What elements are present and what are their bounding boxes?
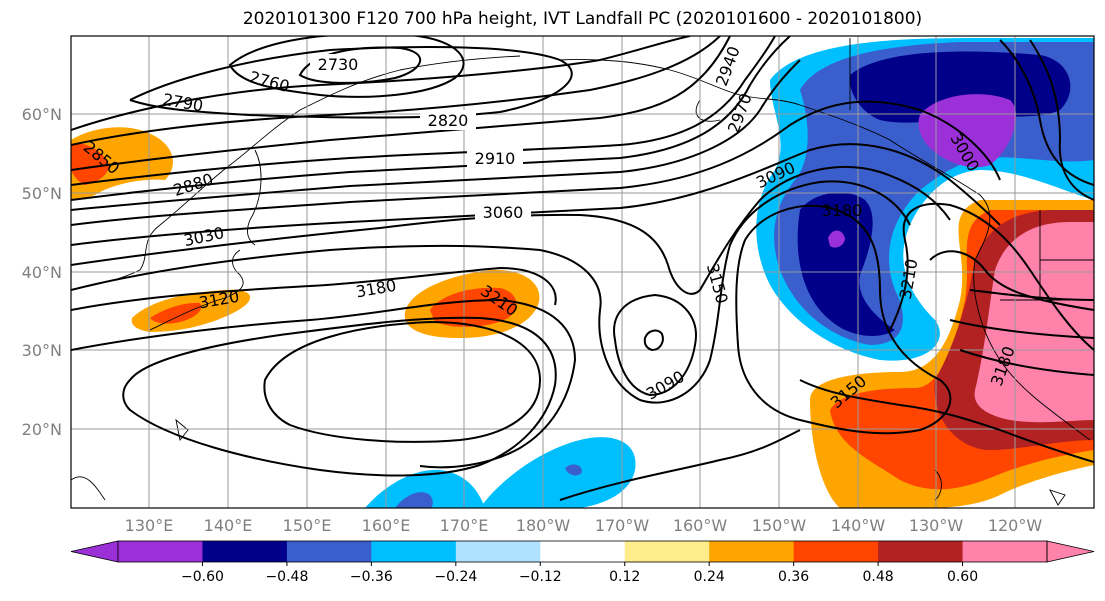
colorbar-segment (202, 541, 288, 562)
lon-tick-label: 130°W (909, 516, 964, 535)
contour-label: 2910 (475, 149, 516, 168)
shade-purple-ne (918, 94, 1017, 168)
lon-tick-label: 140°W (831, 516, 886, 535)
colorbar-tick-label: −0.60 (181, 569, 224, 585)
colorbar-tick-label: 0.24 (694, 569, 725, 585)
contour-3150 (71, 298, 577, 469)
colorbar-tick-label: −0.48 (265, 569, 308, 585)
map-area (71, 36, 1094, 508)
contour-3150-east (735, 204, 952, 435)
lat-tick-label: 50°N (22, 184, 62, 203)
contour-label: 3180 (822, 201, 863, 220)
lat-tick-label: 30°N (22, 341, 62, 360)
height-contours (71, 36, 1094, 501)
lon-tick-label: 160°W (673, 516, 728, 535)
contour-2820 (71, 36, 691, 131)
contour-2790 (129, 46, 573, 119)
colorbar-segment (286, 541, 372, 562)
lat-tick-label: 20°N (22, 420, 62, 439)
contour-3090-ring (613, 293, 697, 397)
lon-tick-label: 150°W (752, 516, 807, 535)
colorbar-tick-label: 0.12 (609, 569, 640, 585)
contour-3180-left (122, 316, 557, 477)
contour-2880 (71, 36, 731, 171)
shade-red-japan (150, 302, 202, 324)
contour-label: 2730 (318, 55, 359, 74)
shade-blue-south-2 (565, 464, 582, 476)
colorbar-segment (709, 541, 795, 562)
contour-east-lines (949, 289, 1094, 376)
lat-tick-label: 40°N (22, 263, 62, 282)
colorbar-segment (878, 541, 964, 562)
colorbar-segment (371, 541, 457, 562)
contour-3120-ring (643, 329, 664, 352)
colorbar-extend-max (1046, 540, 1095, 563)
colorbar-segment (455, 541, 541, 562)
lon-tick-label: 160°E (362, 516, 411, 535)
colorbar-labels: −0.60 −0.48 −0.36 −0.24 −0.12 0.12 0.24 0.36 0.4… (181, 562, 978, 585)
colorbar-extend-min (70, 540, 119, 563)
contour-ne-right2 (999, 39, 1094, 186)
colorbar (70, 540, 1095, 563)
map-frame (70, 35, 1095, 509)
contour-3000 (71, 100, 1001, 226)
shade-cyan-south-1 (365, 469, 485, 508)
colorbar-tick-label: 0.36 (778, 569, 809, 585)
lon-tick-label: 150°E (283, 516, 332, 535)
contour-3060 (71, 166, 951, 295)
shade-navy-ne-2 (797, 192, 895, 336)
contour-label: 3060 (483, 203, 524, 222)
colorbar-border (117, 540, 1048, 563)
lon-tick-label: 180°W (516, 516, 571, 535)
colorbar-segment (962, 541, 1048, 562)
contour-south (559, 429, 801, 501)
colorbar-tick-label: 0.48 (863, 569, 894, 585)
shade-cyan-south-2 (480, 437, 636, 508)
contour-ne-right (1029, 39, 1094, 201)
lon-tick-label: 130°E (125, 516, 174, 535)
contour-2940 (71, 36, 791, 201)
contour-3210-east-b (929, 250, 1094, 311)
lat-ticks: 60°N 50°N 40°N 30°N 20°N (22, 105, 62, 439)
contour-2970 (71, 59, 801, 211)
lat-tick-label: 60°N (22, 105, 62, 124)
colorbar-tick-label: −0.24 (434, 569, 477, 585)
colorbar-tick-label: −0.12 (519, 569, 562, 585)
contour-2850 (71, 36, 721, 146)
contour-3180-east (799, 379, 1094, 463)
contour-3090 (71, 180, 911, 404)
colorbar-tick-label: 0.60 (947, 569, 978, 585)
lon-tick-label: 170°W (595, 516, 650, 535)
contour-2910 (71, 36, 776, 186)
contour-3030 (71, 143, 1001, 246)
colorbar-segment (793, 541, 879, 562)
contour-3210-east (889, 202, 1094, 351)
colorbar-segment (118, 541, 203, 562)
shade-blue-south (395, 492, 433, 508)
colorbar-segment (624, 541, 710, 562)
colorbar-segment (540, 541, 626, 562)
contour-label: 2820 (428, 111, 469, 130)
lon-tick-label: 120°W (988, 516, 1043, 535)
contour-3120 (71, 266, 557, 311)
lon-tick-label: 140°E (204, 516, 253, 535)
colorbar-tick-label: −0.36 (350, 569, 393, 585)
shade-red-nw (71, 143, 109, 185)
shade-purple-ne-2 (828, 230, 845, 248)
lon-tick-label: 170°E (440, 516, 489, 535)
lon-ticks: 130°E 140°E 150°E 160°E 170°E 180°W 170°… (125, 516, 1043, 535)
map-title: 2020101300 F120 700 hPa height, IVT Land… (242, 9, 923, 29)
contour-3180-inner (263, 320, 542, 443)
